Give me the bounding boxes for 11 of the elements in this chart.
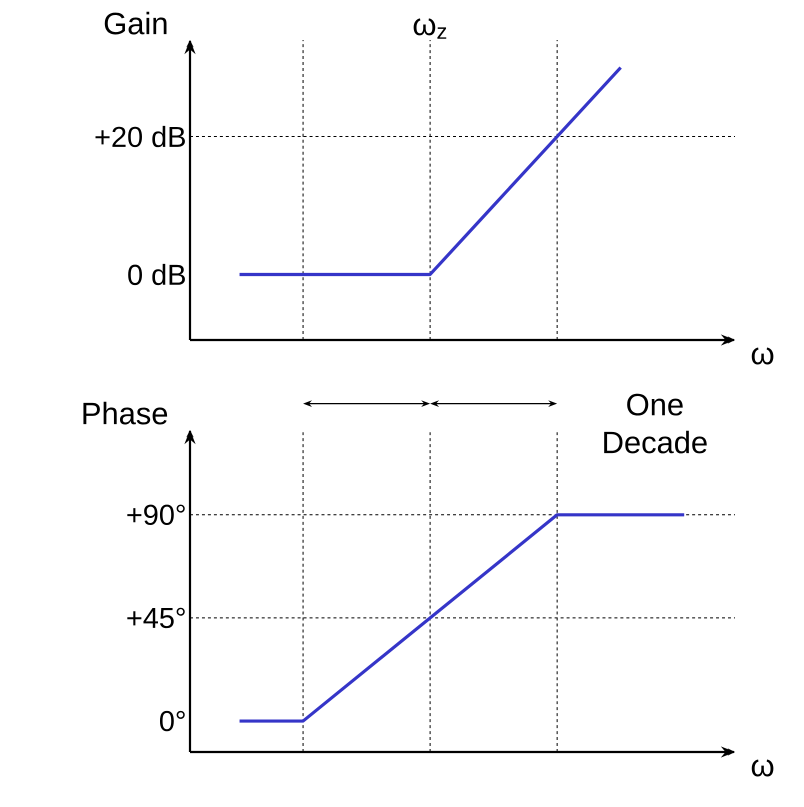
y-tick-label: +90° xyxy=(127,504,185,526)
annotation: One Decade xyxy=(604,394,707,454)
y-tick-label: 0 dB xyxy=(128,264,185,286)
y-tick-label: +45° xyxy=(127,608,185,628)
y-tick-label: 0° xyxy=(160,710,185,732)
x-axis-title: ω xyxy=(752,348,774,364)
y-axis-title: Gain xyxy=(104,12,166,34)
y-axis-title: Phase xyxy=(83,402,168,424)
x-axis-title: ω xyxy=(752,760,774,776)
text: ω$_{z}$ xyxy=(414,18,446,39)
y-tick-label: +20 dB xyxy=(96,126,185,148)
